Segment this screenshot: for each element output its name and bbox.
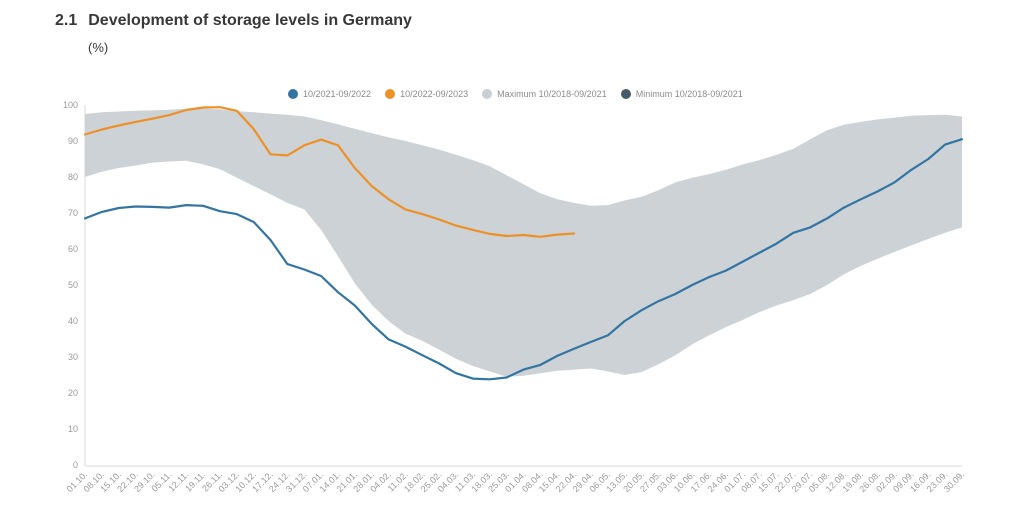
legend-item-2021-2022: 10/2021-09/2022 — [288, 89, 371, 99]
legend: 10/2021-09/2022 10/2022-09/2023 Maximum … — [288, 89, 743, 99]
y-axis-label: 30 — [68, 352, 78, 362]
legend-item-2022-2023: 10/2022-09/2023 — [385, 89, 468, 99]
legend-dot-blue-icon — [288, 89, 298, 99]
legend-label: Minimum 10/2018-09/2021 — [635, 89, 743, 99]
legend-dot-orange-icon — [385, 89, 396, 99]
y-axis-label: 90 — [68, 136, 78, 146]
series-2021-2022-line — [83, 138, 964, 381]
y-axis-label: 20 — [68, 388, 78, 398]
plot-svg: 010203040506070809010001.10.08.10.15.10.… — [63, 100, 966, 494]
chart-title-number: 2.1 — [55, 12, 78, 29]
series-2022-2023-line — [83, 106, 576, 238]
legend-label: 10/2022-09/2023 — [400, 89, 469, 99]
chart-unit-label: (%) — [88, 40, 109, 55]
legend-label: Maximum 10/2018-09/2021 — [497, 89, 607, 99]
legend-item-minimum: Minimum 10/2018-09/2021 — [620, 89, 743, 99]
minmax-band — [85, 108, 962, 377]
legend-dot-max-icon — [482, 89, 493, 99]
y-axis-label: 40 — [68, 316, 78, 326]
y-axis-label: 50 — [68, 280, 78, 290]
legend-item-maximum: Maximum 10/2018-09/2021 — [482, 89, 607, 99]
legend-label: 10/2021-09/2022 — [303, 89, 372, 99]
y-axis-label: 60 — [68, 244, 78, 254]
y-axis-label: 70 — [68, 208, 78, 218]
legend-dot-min-icon — [620, 89, 631, 99]
y-axis-label: 80 — [68, 172, 78, 182]
chart-title: 2.1 Development of storage levels in Ger… — [55, 12, 412, 30]
y-axis-label: 100 — [63, 100, 78, 110]
chart-title-text: Development of storage levels in Germany — [88, 12, 412, 29]
y-axis-label: 10 — [68, 424, 78, 434]
y-axis-label: 0 — [73, 460, 78, 470]
